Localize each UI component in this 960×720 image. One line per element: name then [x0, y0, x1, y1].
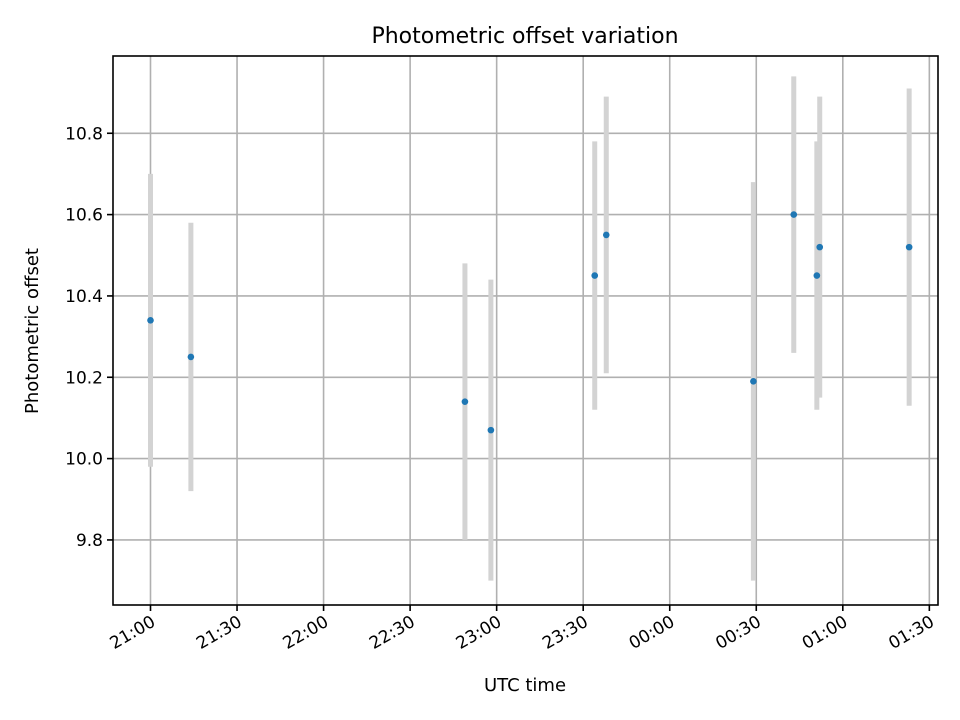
x-tick-label: 23:00 — [453, 612, 505, 654]
y-tick-label: 10.4 — [65, 287, 103, 307]
data-point — [790, 211, 798, 218]
x-tick-label: 01:30 — [885, 612, 937, 654]
y-tick-label: 10.8 — [65, 124, 103, 144]
grid-lines — [113, 56, 938, 605]
x-tick-label: 22:00 — [280, 612, 332, 654]
data-point — [816, 243, 824, 251]
x-axis: 21:00 21:30 22:00 22:30 23:00 23:30 00:00 00:30… — [107, 605, 938, 654]
x-tick-label: 01:00 — [799, 612, 851, 654]
data-point — [461, 398, 469, 405]
x-tick-label: 22:30 — [366, 612, 418, 654]
data-point — [905, 243, 913, 251]
data-point — [750, 378, 757, 385]
plot-frame — [112, 55, 939, 606]
x-tick-label: 23:30 — [539, 612, 591, 654]
x-tick-label: 21:30 — [193, 612, 245, 654]
data-point — [591, 272, 599, 279]
data-point — [147, 317, 154, 324]
y-axis-label: Photometric offset — [22, 248, 43, 414]
x-axis-label: UTC time — [484, 675, 566, 696]
y-tick-label: 9.8 — [76, 531, 103, 551]
data-point — [602, 231, 610, 239]
data-point — [487, 426, 495, 434]
x-tick-label: 00:00 — [626, 612, 678, 654]
chart-title: Photometric offset variation — [371, 24, 678, 49]
data-point — [187, 353, 195, 361]
y-tick-label: 10.2 — [65, 368, 103, 388]
y-tick-label: 10.6 — [65, 206, 103, 226]
x-tick-label: 00:30 — [712, 612, 764, 654]
y-axis: 9.8 10.0 10.2 10.4 10.6 10.8 — [65, 124, 113, 551]
y-tick-label: 10.0 — [65, 450, 103, 470]
x-tick-label: 21:00 — [107, 612, 159, 654]
data-points — [147, 211, 913, 434]
error-bars — [148, 76, 912, 581]
data-point — [813, 272, 821, 279]
